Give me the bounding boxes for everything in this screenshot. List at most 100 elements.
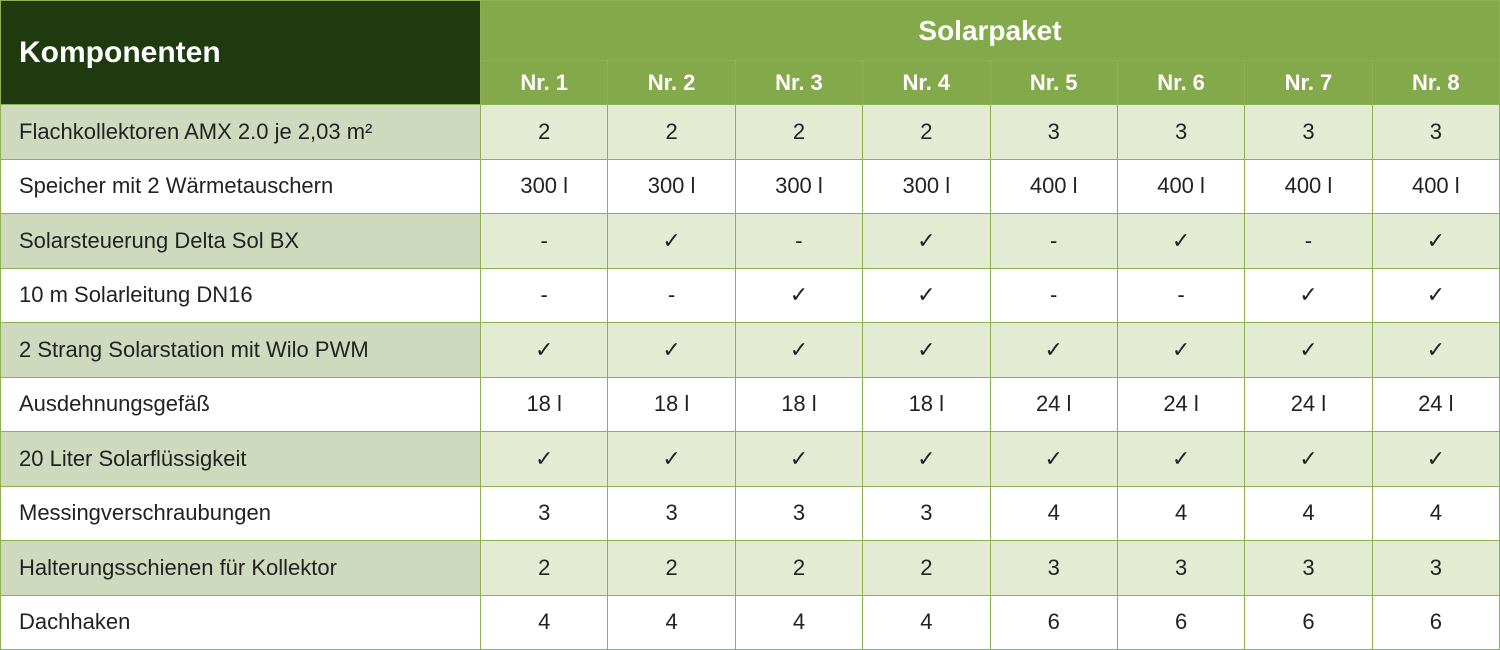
row-label: Solarsteuerung Delta Sol BX: [1, 214, 481, 269]
data-cell: 300 l: [481, 159, 608, 214]
data-cell: 18 l: [735, 377, 862, 432]
header-row-1: Komponenten Solarpaket: [1, 1, 1500, 61]
data-cell: ✓: [1117, 432, 1244, 487]
data-cell: 18 l: [608, 377, 735, 432]
data-cell: 18 l: [481, 377, 608, 432]
data-cell: 4: [1372, 486, 1499, 541]
data-cell: 3: [481, 486, 608, 541]
solar-package-table-container: Komponenten Solarpaket Nr. 1 Nr. 2 Nr. 3…: [0, 0, 1500, 650]
data-cell: ✓: [863, 323, 990, 378]
data-cell: ✓: [1245, 268, 1372, 323]
data-cell: 2: [735, 105, 862, 160]
data-cell: 3: [863, 486, 990, 541]
data-cell: ✓: [1245, 323, 1372, 378]
data-cell: 6: [1117, 595, 1244, 650]
table-row: Halterungsschienen für Kollektor 2 2 2 2…: [1, 541, 1500, 596]
data-cell: 2: [735, 541, 862, 596]
data-cell: ✓: [863, 268, 990, 323]
data-cell: 400 l: [1245, 159, 1372, 214]
data-cell: 6: [990, 595, 1117, 650]
data-cell: -: [990, 214, 1117, 269]
data-cell: 400 l: [1372, 159, 1499, 214]
data-cell: 4: [1245, 486, 1372, 541]
row-label: Messingverschraubungen: [1, 486, 481, 541]
data-cell: 2: [608, 541, 735, 596]
data-cell: 300 l: [735, 159, 862, 214]
data-cell: 24 l: [1245, 377, 1372, 432]
data-cell: 300 l: [608, 159, 735, 214]
table-row: Speicher mit 2 Wärmetauschern 300 l 300 …: [1, 159, 1500, 214]
data-cell: 2: [863, 541, 990, 596]
row-label: Flachkollektoren AMX 2.0 je 2,03 m²: [1, 105, 481, 160]
col-header-5: Nr. 5: [990, 61, 1117, 105]
solar-package-table: Komponenten Solarpaket Nr. 1 Nr. 2 Nr. 3…: [0, 0, 1500, 650]
data-cell: 2: [863, 105, 990, 160]
data-cell: 24 l: [990, 377, 1117, 432]
data-cell: 3: [990, 541, 1117, 596]
data-cell: ✓: [608, 432, 735, 487]
col-header-4: Nr. 4: [863, 61, 990, 105]
data-cell: 3: [990, 105, 1117, 160]
table-row: 20 Liter Solarflüssigkeit ✓ ✓ ✓ ✓ ✓ ✓ ✓ …: [1, 432, 1500, 487]
row-label: Halterungsschienen für Kollektor: [1, 541, 481, 596]
data-cell: -: [1245, 214, 1372, 269]
data-cell: 2: [481, 541, 608, 596]
data-cell: ✓: [481, 432, 608, 487]
data-cell: 24 l: [1372, 377, 1499, 432]
table-row: Solarsteuerung Delta Sol BX - ✓ - ✓ - ✓ …: [1, 214, 1500, 269]
data-cell: 3: [1372, 541, 1499, 596]
table-row: Dachhaken 4 4 4 4 6 6 6 6: [1, 595, 1500, 650]
data-cell: 4: [863, 595, 990, 650]
data-cell: 4: [1117, 486, 1244, 541]
table-row: 2 Strang Solarstation mit Wilo PWM ✓ ✓ ✓…: [1, 323, 1500, 378]
table-header: Komponenten Solarpaket Nr. 1 Nr. 2 Nr. 3…: [1, 1, 1500, 105]
data-cell: ✓: [1372, 214, 1499, 269]
data-cell: ✓: [1117, 214, 1244, 269]
data-cell: ✓: [1245, 432, 1372, 487]
data-cell: 4: [990, 486, 1117, 541]
data-cell: 400 l: [1117, 159, 1244, 214]
table-row: Flachkollektoren AMX 2.0 je 2,03 m² 2 2 …: [1, 105, 1500, 160]
col-header-8: Nr. 8: [1372, 61, 1499, 105]
data-cell: 6: [1372, 595, 1499, 650]
data-cell: 400 l: [990, 159, 1117, 214]
data-cell: 3: [1117, 541, 1244, 596]
data-cell: -: [1117, 268, 1244, 323]
data-cell: ✓: [735, 432, 862, 487]
row-label: 20 Liter Solarflüssigkeit: [1, 432, 481, 487]
row-label: Ausdehnungsgefäß: [1, 377, 481, 432]
data-cell: ✓: [1372, 323, 1499, 378]
data-cell: 3: [1245, 105, 1372, 160]
data-cell: ✓: [1117, 323, 1244, 378]
data-cell: -: [990, 268, 1117, 323]
data-cell: ✓: [735, 268, 862, 323]
data-cell: 3: [608, 486, 735, 541]
data-cell: ✓: [863, 214, 990, 269]
data-cell: -: [481, 214, 608, 269]
data-cell: 18 l: [863, 377, 990, 432]
col-header-3: Nr. 3: [735, 61, 862, 105]
col-header-7: Nr. 7: [1245, 61, 1372, 105]
data-cell: 3: [1117, 105, 1244, 160]
col-header-2: Nr. 2: [608, 61, 735, 105]
row-label: 2 Strang Solarstation mit Wilo PWM: [1, 323, 481, 378]
data-cell: 4: [735, 595, 862, 650]
row-label: Dachhaken: [1, 595, 481, 650]
data-cell: 24 l: [1117, 377, 1244, 432]
data-cell: 3: [1245, 541, 1372, 596]
data-cell: 4: [481, 595, 608, 650]
data-cell: -: [735, 214, 862, 269]
data-cell: ✓: [990, 432, 1117, 487]
data-cell: 300 l: [863, 159, 990, 214]
data-cell: 6: [1245, 595, 1372, 650]
data-cell: ✓: [863, 432, 990, 487]
table-row: Messingverschraubungen 3 3 3 3 4 4 4 4: [1, 486, 1500, 541]
data-cell: ✓: [608, 323, 735, 378]
data-cell: 4: [608, 595, 735, 650]
table-row: 10 m Solarleitung DN16 - - ✓ ✓ - - ✓ ✓: [1, 268, 1500, 323]
data-cell: ✓: [990, 323, 1117, 378]
data-cell: ✓: [735, 323, 862, 378]
col-header-1: Nr. 1: [481, 61, 608, 105]
row-label: Speicher mit 2 Wärmetauschern: [1, 159, 481, 214]
data-cell: 3: [1372, 105, 1499, 160]
